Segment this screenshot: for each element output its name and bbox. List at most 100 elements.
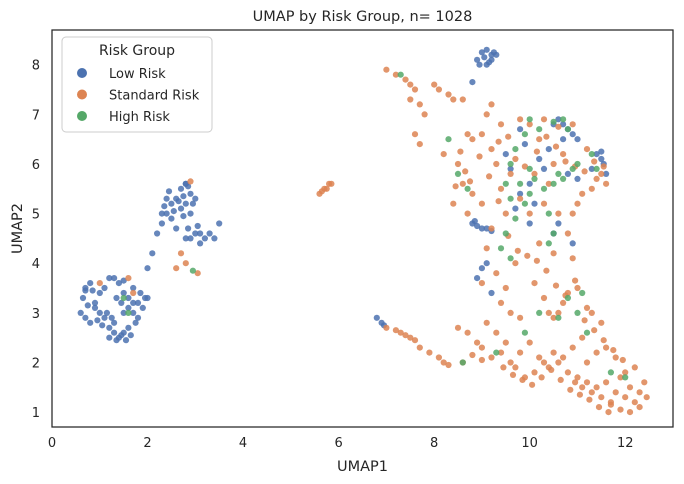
x-tick-label: 12 (617, 436, 634, 451)
data-point (555, 220, 562, 227)
data-point (82, 314, 89, 321)
data-point (106, 275, 113, 282)
data-point (192, 195, 199, 202)
legend-label: Standard Risk (109, 89, 200, 104)
data-point (206, 230, 213, 237)
data-point (588, 151, 595, 158)
data-point (483, 225, 490, 232)
data-point (529, 381, 536, 388)
data-point (517, 349, 524, 356)
data-point (469, 136, 476, 143)
data-point (454, 160, 462, 168)
data-point (552, 143, 560, 150)
data-point (540, 165, 548, 172)
data-point (130, 289, 137, 297)
y-tick-label: 4 (32, 257, 40, 272)
data-point (507, 165, 514, 172)
data-point (497, 349, 505, 356)
data-point (106, 334, 113, 341)
data-point (533, 257, 541, 264)
data-point (144, 265, 151, 272)
data-point (636, 404, 643, 411)
data-point (641, 379, 648, 386)
data-point (99, 322, 106, 329)
data-point (550, 250, 557, 257)
data-point (560, 116, 567, 123)
data-point (548, 366, 555, 373)
data-point (595, 404, 603, 411)
data-point (631, 364, 638, 371)
data-point (125, 294, 132, 302)
data-point (407, 96, 414, 103)
data-point (189, 200, 196, 207)
data-point (154, 230, 161, 237)
data-point (168, 200, 175, 207)
data-point (564, 294, 572, 302)
data-point (540, 294, 548, 302)
data-point (569, 121, 576, 128)
data-point (550, 180, 557, 187)
data-point (574, 374, 581, 381)
data-point (431, 81, 438, 88)
data-point (531, 280, 538, 287)
data-point (440, 359, 447, 366)
data-point (383, 66, 390, 73)
data-point (486, 173, 493, 180)
data-point (125, 309, 132, 316)
data-point (149, 250, 156, 257)
data-point (586, 396, 593, 403)
data-point (543, 133, 550, 140)
data-point (564, 230, 572, 237)
data-point (197, 230, 204, 237)
data-point (175, 198, 182, 205)
data-point (521, 141, 529, 148)
data-point (581, 168, 588, 175)
data-point (194, 270, 201, 277)
data-point (402, 76, 409, 83)
data-point (483, 245, 490, 252)
data-point (488, 146, 495, 153)
data-point (137, 289, 144, 297)
data-point (569, 210, 576, 217)
data-point (497, 245, 505, 252)
data-point (82, 287, 89, 294)
data-point (111, 329, 118, 336)
data-point (180, 193, 187, 200)
data-point (567, 386, 574, 393)
data-point (168, 215, 175, 222)
data-point (488, 225, 495, 232)
data-point (497, 299, 505, 306)
data-point (574, 175, 581, 182)
data-point (182, 200, 189, 207)
data-point (106, 324, 113, 331)
data-point (526, 180, 533, 187)
data-point (466, 178, 474, 185)
data-point (598, 319, 605, 326)
data-point (416, 101, 423, 108)
data-point (435, 86, 442, 93)
data-point (591, 158, 598, 165)
data-point (96, 289, 103, 297)
data-point (555, 170, 562, 177)
data-point (560, 121, 567, 128)
y-tick-label: 8 (32, 59, 40, 74)
data-point (560, 151, 567, 158)
data-point (165, 188, 173, 195)
data-point (493, 51, 500, 58)
data-point (185, 225, 192, 232)
data-point (411, 131, 419, 138)
data-point (464, 329, 471, 336)
data-point (120, 294, 127, 302)
data-point (459, 96, 466, 103)
data-point (493, 329, 500, 336)
data-point (493, 349, 500, 356)
data-point (211, 235, 218, 242)
data-point (583, 329, 591, 336)
data-point (502, 230, 509, 237)
data-point (536, 136, 543, 143)
legend-label: Low Risk (109, 67, 166, 82)
data-point (622, 374, 629, 381)
data-point (593, 151, 600, 158)
data-point (545, 309, 552, 316)
data-point (581, 317, 588, 324)
